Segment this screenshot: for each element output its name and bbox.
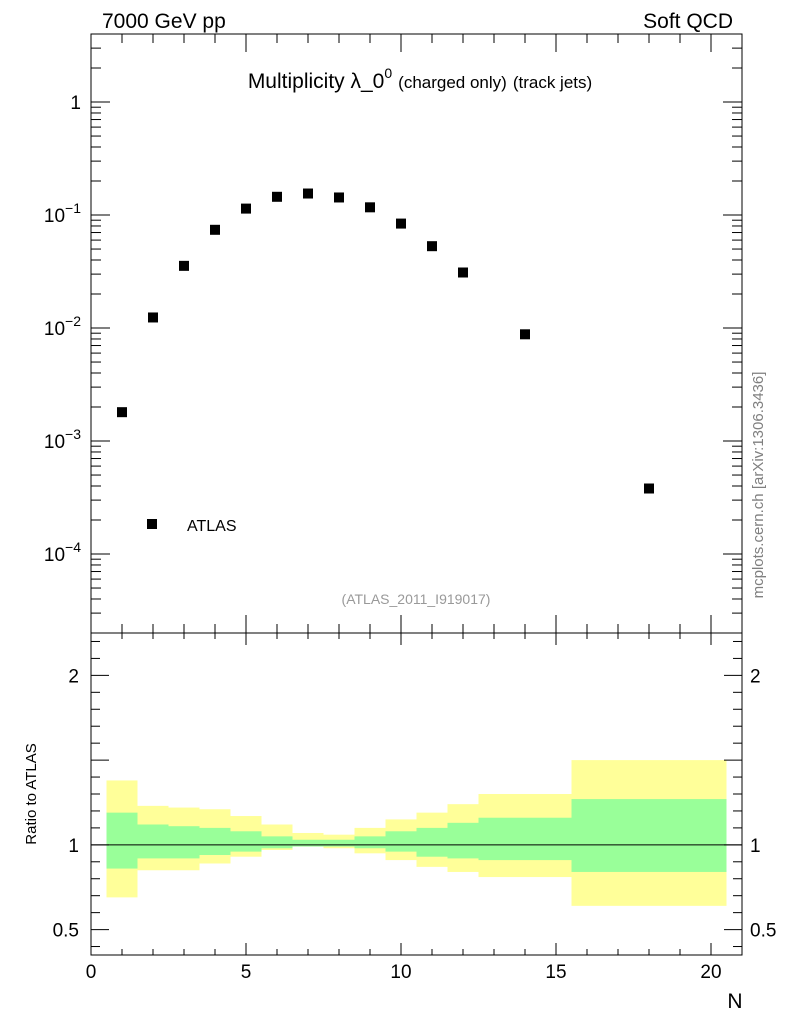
x-tick-label: 10 xyxy=(390,962,411,983)
x-tick-labels: 0 5 10 15 20 xyxy=(86,962,722,983)
main-y-tick-label: 10−1 xyxy=(44,200,81,227)
header-left: 7000 GeV pp xyxy=(102,10,226,33)
data-point xyxy=(520,329,530,340)
band-inner-5 xyxy=(261,836,293,849)
band-inner-4 xyxy=(230,831,262,852)
data-point xyxy=(396,218,406,229)
ratio-y-tick-labels: 0.5 0.5 1 1 2 2 xyxy=(53,666,777,941)
title-main: Multiplicity λ_0 xyxy=(248,70,385,93)
data-point xyxy=(179,260,189,271)
data-point xyxy=(427,241,437,252)
band-inner-11 xyxy=(447,822,479,859)
band-inner-2 xyxy=(168,826,200,859)
legend-marker xyxy=(147,519,157,529)
data-point xyxy=(272,191,282,202)
data-point xyxy=(148,312,158,323)
ratio-y-axis-label: Ratio to ATLAS xyxy=(23,743,40,844)
ratio-y-tick-label-right: 0.5 xyxy=(750,921,776,942)
data-points xyxy=(117,188,654,494)
main-y-tick-label: 10−2 xyxy=(44,313,81,340)
title-sub2: (track jets) xyxy=(513,73,592,92)
ratio-y-tick-label-left: 1 xyxy=(68,836,79,857)
y-tick-base: 10 xyxy=(44,206,65,227)
ratio-bands xyxy=(106,760,727,906)
data-point xyxy=(458,267,468,278)
x-axis-label: N xyxy=(727,990,742,1013)
x-tick-label: 20 xyxy=(700,962,721,983)
main-frame xyxy=(90,33,743,634)
y-tick-base: 10 xyxy=(44,432,65,453)
analysis-source: (ATLAS_2011_I919017) xyxy=(342,591,491,607)
data-point xyxy=(365,202,375,213)
ratio-y-tick-label-right: 2 xyxy=(750,666,761,687)
y-tick-base: 10 xyxy=(44,319,65,340)
band-inner-12 xyxy=(478,817,572,861)
data-point xyxy=(210,224,220,235)
x-tick-label: 15 xyxy=(545,962,566,983)
band-inner-9 xyxy=(385,831,417,852)
band-inner-3 xyxy=(199,827,231,856)
data-point xyxy=(241,203,251,214)
band-inner-7 xyxy=(323,839,355,847)
data-point xyxy=(117,407,127,418)
ratio-y-tick-label-left: 2 xyxy=(68,666,79,687)
data-point xyxy=(303,188,313,199)
x-tick-label: 0 xyxy=(86,962,97,983)
band-inner-10 xyxy=(416,827,448,857)
band-inner-8 xyxy=(354,836,386,849)
title-sup: 0 xyxy=(384,65,392,81)
main-y-tick-label: 10−4 xyxy=(44,539,81,566)
data-point xyxy=(644,483,654,494)
main-y-tick-label: 10−3 xyxy=(44,426,81,453)
legend-label: ATLAS xyxy=(187,518,237,535)
y-tick-exponent: −4 xyxy=(65,539,81,555)
title-sub1: (charged only) xyxy=(398,73,507,92)
y-tick-exponent: −3 xyxy=(65,426,81,442)
y-tick-exponent: −1 xyxy=(65,200,81,216)
ratio-y-tick-label-right: 1 xyxy=(750,836,761,857)
data-point xyxy=(334,192,344,203)
main-y-tick-labels: 110−110−210−310−4 xyxy=(44,93,81,566)
ratio-y-tick-label-left: 0.5 xyxy=(53,921,79,942)
y-tick-base: 1 xyxy=(70,93,81,114)
y-tick-exponent: −2 xyxy=(65,313,81,329)
axis-ticks xyxy=(90,33,743,955)
plot-title: Multiplicity λ_00 (charged only) (track je… xyxy=(248,65,592,93)
band-inner-0 xyxy=(106,812,138,869)
side-label: mcplots.cern.ch [arXiv:1306.3436] xyxy=(750,372,767,599)
x-tick-label: 5 xyxy=(241,962,252,983)
band-inner-6 xyxy=(292,839,324,847)
main-y-tick-label: 1 xyxy=(70,93,81,114)
band-inner-13 xyxy=(571,799,727,872)
header-right: Soft QCD xyxy=(643,10,733,33)
y-tick-base: 10 xyxy=(44,545,65,566)
band-inner-1 xyxy=(137,824,169,859)
